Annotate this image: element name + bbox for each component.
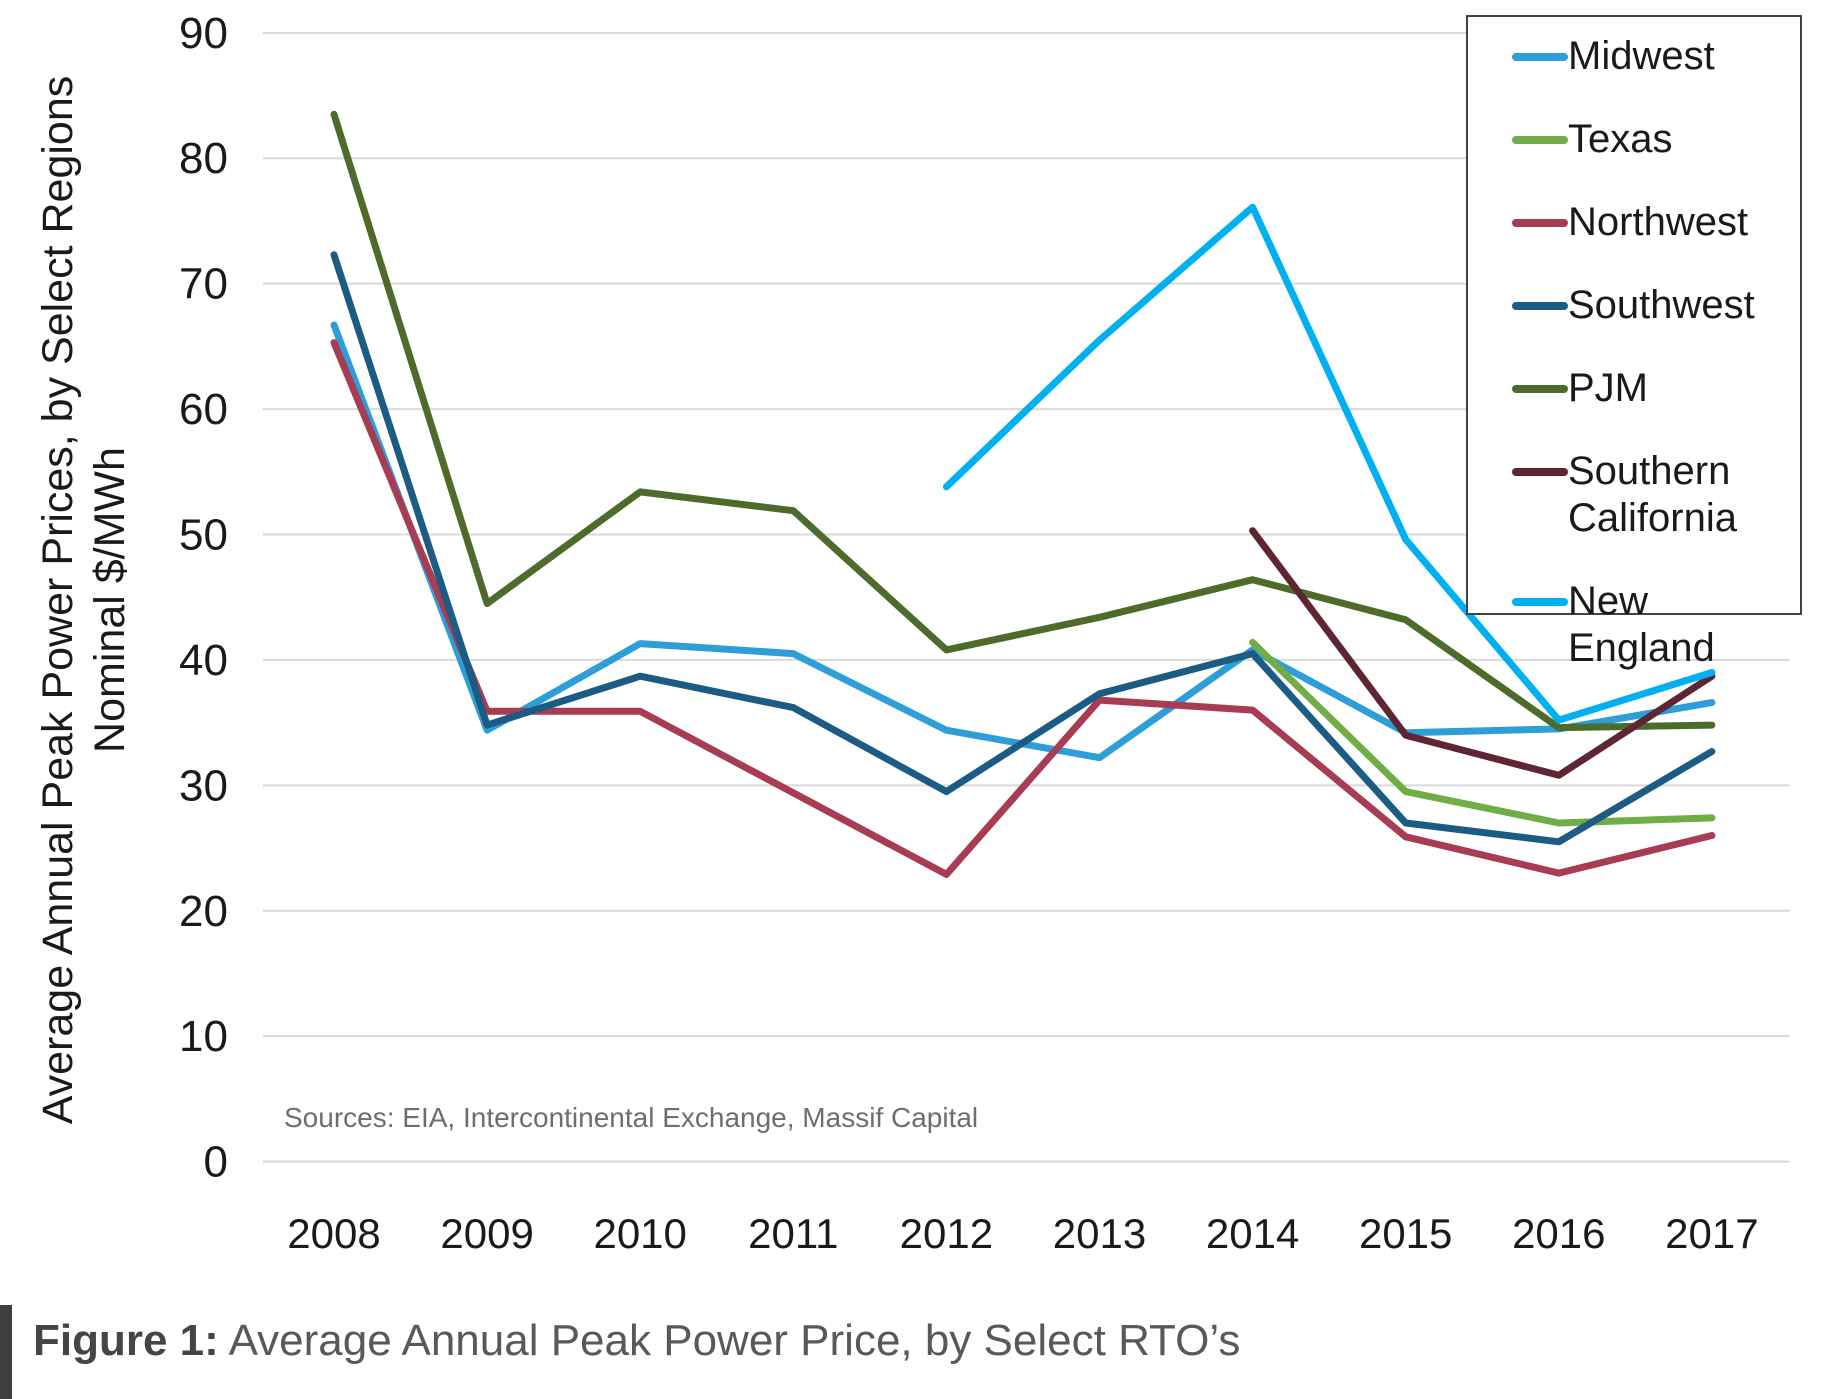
legend-swatch-pjm	[1512, 385, 1568, 393]
legend: Midwest Texas Northwest Southwest PJM Souther…	[1466, 15, 1802, 670]
caption-prefix: Figure 1:	[33, 1316, 219, 1365]
figure-caption: Figure 1: Average Annual Peak Power Pric…	[0, 1302, 1825, 1399]
x-tick-label-2010: 2010	[593, 1210, 686, 1257]
legend-label-pjm: PJM	[1568, 366, 1648, 410]
legend-item-texas: Texas	[1512, 116, 1800, 163]
y-tick-label-50: 50	[179, 511, 228, 560]
legend-label-new-england: New England	[1568, 579, 1715, 670]
x-tick-label-2016: 2016	[1512, 1210, 1605, 1257]
legend-item-northwest: Northwest	[1512, 199, 1800, 246]
y-tick-label-10: 10	[179, 1012, 228, 1061]
sources-note: Sources: EIA, Intercontinental Exchange,…	[284, 1102, 979, 1133]
legend-swatch-midwest	[1512, 53, 1568, 61]
y-tick-label-40: 40	[179, 636, 228, 685]
y-tick-label-80: 80	[179, 134, 228, 183]
x-tick-label-2014: 2014	[1206, 1210, 1299, 1257]
legend-label-southwest: Southwest	[1568, 283, 1755, 327]
legend-item-southwest: Southwest	[1512, 282, 1800, 329]
series-line-texas	[1249, 638, 1716, 827]
chart-area: 0 10 20 30 40 50 60 70 80 90 2008 2009 2010 2011 2012 2…	[32, 9, 1802, 1257]
legend-label-midwest: Midwest	[1568, 34, 1715, 78]
chart-svg: 0 10 20 30 40 50 60 70 80 90 2008 2009 2010 2011 2012 2…	[179, 9, 1790, 1257]
legend-swatch-southwest	[1512, 302, 1568, 310]
y-tick-label-90: 90	[179, 9, 228, 58]
y-axis-title-line1: Average Annual Peak Power Prices, by Sel…	[34, 75, 82, 1125]
legend-swatch-northwest	[1512, 219, 1568, 227]
x-tick-label-2017: 2017	[1665, 1210, 1758, 1257]
legend-item-pjm: PJM	[1512, 365, 1800, 412]
series-line-pjm	[330, 110, 1716, 732]
y-tick-label-70: 70	[179, 260, 228, 309]
x-tick-label-2009: 2009	[440, 1210, 533, 1257]
caption-text: Figure 1: Average Annual Peak Power Pric…	[33, 1316, 1240, 1366]
y-tick-label-60: 60	[179, 385, 228, 434]
series-line-new-england	[942, 203, 1716, 724]
y-tick-label-30: 30	[179, 761, 228, 810]
x-tick-label-2008: 2008	[287, 1210, 380, 1257]
y-tick-label-0: 0	[204, 1138, 228, 1187]
x-tick-label-2015: 2015	[1359, 1210, 1452, 1257]
legend-swatch-new-england	[1512, 598, 1568, 606]
legend-item-midwest: Midwest	[1512, 33, 1800, 80]
legend-label-northwest: Northwest	[1568, 200, 1749, 244]
legend-swatch-southern-california	[1512, 468, 1568, 476]
y-axis-title: Average Annual Peak Power Prices, by Sel…	[32, 76, 136, 1125]
legend-label-texas: Texas	[1568, 117, 1673, 161]
legend-label-southern-california: Southern California	[1568, 449, 1737, 540]
series-line-southern-california	[1249, 527, 1716, 779]
caption-body: Average Annual Peak Power Price, by Sele…	[218, 1316, 1241, 1365]
x-tick-label-2011: 2011	[748, 1210, 838, 1257]
legend-item-southern-california: Southern California	[1512, 448, 1800, 542]
legend-item-new-england: New England	[1512, 578, 1800, 672]
x-tick-label-2012: 2012	[900, 1210, 993, 1257]
series-line-southwest	[330, 251, 1716, 846]
x-tick-label-2013: 2013	[1053, 1210, 1146, 1257]
legend-swatch-texas	[1512, 136, 1568, 144]
y-tick-label-20: 20	[179, 887, 228, 936]
series-line-northwest	[330, 339, 1716, 878]
y-axis-title-line2: Nominal $/MWh	[86, 447, 134, 753]
caption-accent-bar	[0, 1305, 12, 1399]
